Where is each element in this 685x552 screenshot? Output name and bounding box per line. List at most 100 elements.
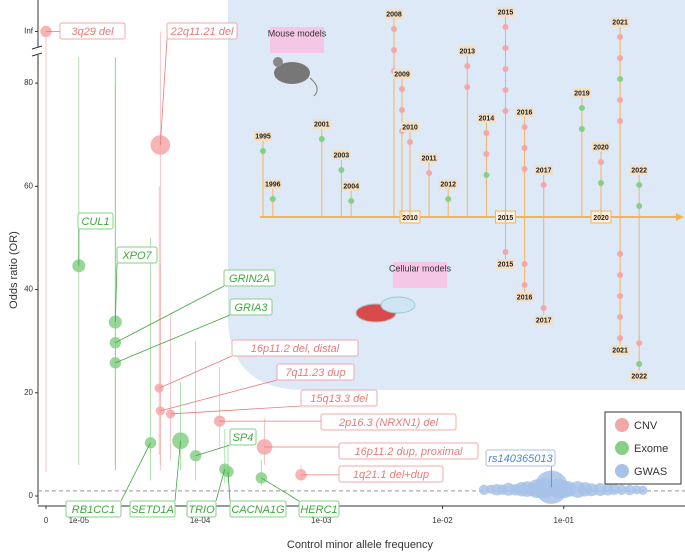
data-label: HERC1 — [300, 504, 337, 516]
label-box — [65, 500, 122, 518]
year-box — [496, 259, 515, 269]
y-tick-label: Inf — [24, 27, 34, 36]
year-label: 2022 — [631, 373, 647, 380]
cell-label: Cellular models — [389, 263, 452, 273]
study-dot — [540, 182, 547, 188]
study-dot — [483, 130, 490, 136]
y-tick-label: 60 — [24, 181, 33, 190]
year-box — [592, 142, 610, 152]
study-dot — [521, 145, 528, 151]
label-box — [223, 269, 276, 287]
data-label: GRIN2A — [229, 273, 270, 285]
study-dot — [407, 139, 413, 145]
study-dot — [391, 47, 397, 53]
year-label: 2022 — [631, 167, 647, 174]
study-dot — [617, 55, 624, 61]
year-label: 2003 — [334, 152, 350, 159]
dish-icon — [380, 296, 416, 314]
data-label: 15q13.3 del — [310, 393, 368, 405]
mouse-label: Mouse models — [268, 28, 327, 38]
label-box — [186, 500, 217, 518]
study-dot — [578, 126, 585, 132]
leader-line — [227, 471, 231, 502]
data-label: 22q11.21 del — [170, 26, 234, 38]
study-dot — [521, 282, 528, 288]
study-dot — [502, 249, 509, 255]
x-tick-label: 1e-02 — [432, 516, 453, 525]
year-label: 2008 — [386, 11, 402, 18]
study-dot — [598, 159, 604, 165]
year-label: 2019 — [574, 90, 590, 97]
study-dot — [617, 97, 624, 103]
label-box — [320, 413, 457, 431]
data-label: GRIA3 — [234, 302, 268, 314]
label-box — [229, 298, 273, 316]
study-dot — [348, 198, 355, 204]
point — [109, 357, 121, 369]
year-box — [312, 119, 331, 129]
label-box — [298, 500, 340, 518]
year-label: 2016 — [517, 109, 533, 116]
year-label: 2013 — [460, 48, 476, 55]
y-tick-label: 80 — [24, 78, 33, 87]
x-tick-label: 0 — [44, 516, 49, 525]
data-label: 7q11.23 dup — [285, 367, 345, 379]
legend-label: CNV — [634, 420, 658, 432]
study-dot — [617, 34, 624, 40]
study-dot — [464, 84, 471, 90]
study-dot — [502, 66, 509, 72]
point — [155, 406, 165, 416]
leader-line — [195, 444, 231, 457]
point — [624, 484, 635, 496]
cell-label-box — [393, 262, 447, 288]
x-axis-title: Control minor allele frequency — [287, 539, 434, 551]
year-label: 2014 — [479, 115, 495, 122]
study-dot — [426, 170, 433, 176]
data-label: RB1CC1 — [72, 504, 115, 516]
study-dot — [598, 180, 604, 186]
data-label: TRIO — [188, 504, 215, 516]
label-box — [276, 363, 355, 381]
study-dot — [502, 45, 509, 51]
study-dot — [617, 335, 624, 341]
y-axis-title: Odds ratio (OR) — [8, 231, 20, 309]
mouse-icon — [309, 77, 318, 97]
data-label: SP4 — [233, 432, 254, 444]
label-box — [231, 339, 359, 357]
study-dot — [636, 361, 643, 367]
legend-swatch — [615, 464, 629, 478]
label-box — [338, 442, 479, 460]
data-label: CACNA1G — [231, 504, 285, 516]
leader-line — [215, 469, 226, 502]
label-box — [300, 389, 378, 407]
data-label: CUL1 — [81, 216, 109, 228]
year-box — [611, 345, 630, 355]
year-box — [420, 153, 439, 163]
leader-line — [261, 477, 300, 502]
year-box — [439, 179, 458, 189]
year-label: 2017 — [536, 317, 552, 324]
data-label: XPO7 — [121, 250, 152, 262]
study-dot — [617, 314, 624, 320]
study-dot — [636, 203, 643, 209]
data-label: 16p11.2 del, distal — [251, 343, 340, 355]
year-label: 1996 — [265, 181, 281, 188]
study-dot — [399, 86, 405, 92]
data-label: 1q21.1 del+dup — [353, 469, 429, 481]
year-box — [496, 7, 515, 17]
year-label: 2016 — [517, 294, 533, 301]
year-box — [611, 17, 630, 27]
year-box — [401, 122, 419, 132]
study-dot — [464, 63, 471, 69]
mouse-icon — [274, 62, 310, 84]
label-box — [166, 22, 238, 40]
label-box — [485, 449, 556, 467]
year-label: 2012 — [440, 181, 456, 188]
label-box — [229, 428, 257, 446]
year-label: 2009 — [394, 71, 410, 78]
timeline-arrow — [676, 213, 684, 221]
year-label: 2001 — [314, 121, 330, 128]
data-label: 3q29 del — [71, 26, 114, 38]
y-tick-label: 20 — [24, 388, 33, 397]
